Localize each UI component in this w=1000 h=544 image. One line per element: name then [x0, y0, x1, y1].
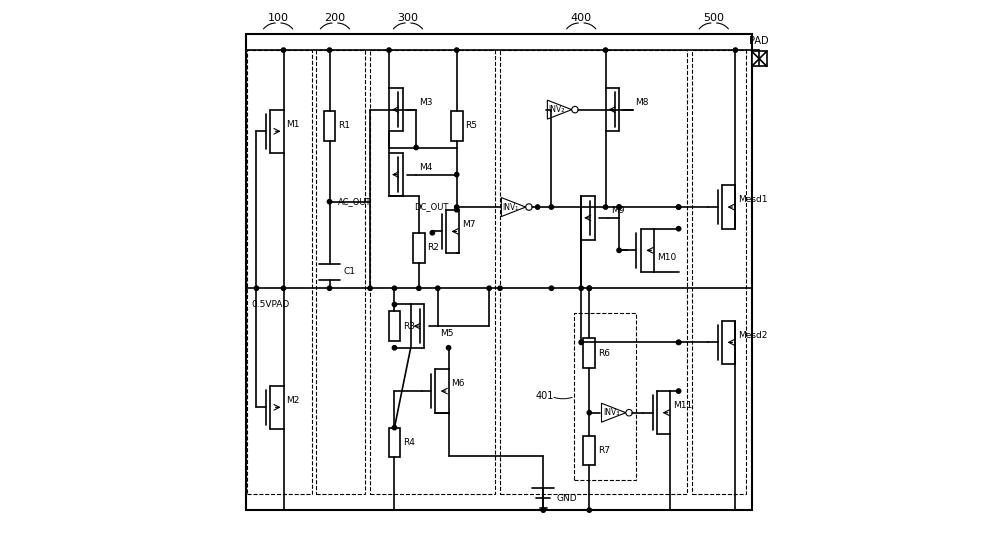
Text: M2: M2: [286, 395, 300, 405]
Text: Mesd2: Mesd2: [738, 331, 768, 339]
Circle shape: [392, 302, 397, 307]
Text: R5: R5: [465, 121, 477, 131]
Circle shape: [392, 286, 397, 290]
Text: DC_OUT: DC_OUT: [414, 202, 449, 212]
Text: 0.5VPAD: 0.5VPAD: [251, 300, 289, 309]
Circle shape: [587, 508, 591, 512]
Text: M6: M6: [451, 379, 465, 388]
Text: M11: M11: [673, 401, 692, 410]
Circle shape: [603, 205, 608, 209]
Circle shape: [387, 48, 391, 52]
Bar: [389, 311, 400, 341]
Circle shape: [549, 205, 554, 209]
Text: C1: C1: [343, 268, 355, 276]
Text: M7: M7: [462, 220, 476, 228]
Text: M8: M8: [635, 98, 649, 107]
Bar: [752, 51, 767, 66]
Circle shape: [487, 286, 491, 290]
Text: M1: M1: [286, 120, 300, 128]
Circle shape: [587, 286, 591, 290]
Text: PAD: PAD: [749, 36, 769, 46]
Circle shape: [436, 286, 440, 290]
Circle shape: [535, 205, 540, 209]
Text: R1: R1: [338, 121, 350, 131]
Text: M9: M9: [611, 206, 624, 215]
Circle shape: [733, 48, 738, 52]
Bar: [451, 111, 463, 141]
Circle shape: [281, 286, 286, 290]
Circle shape: [455, 48, 459, 52]
Text: R2: R2: [427, 243, 439, 252]
Circle shape: [446, 345, 451, 350]
Circle shape: [579, 340, 583, 344]
Text: INV₂: INV₂: [549, 105, 565, 114]
Bar: [413, 233, 425, 263]
Bar: [583, 436, 595, 466]
Text: 300: 300: [397, 13, 418, 23]
Text: M3: M3: [419, 98, 432, 107]
Circle shape: [541, 508, 545, 512]
Circle shape: [603, 48, 608, 52]
Circle shape: [254, 286, 259, 290]
Text: 100: 100: [268, 13, 289, 23]
Bar: [246, 34, 752, 510]
Circle shape: [392, 425, 397, 430]
Text: GND: GND: [557, 494, 577, 503]
Bar: [324, 111, 335, 141]
Circle shape: [455, 208, 459, 212]
Circle shape: [327, 286, 332, 290]
Circle shape: [549, 286, 554, 290]
Text: R7: R7: [598, 446, 610, 455]
Text: Mesd1: Mesd1: [738, 195, 768, 205]
Text: INV₁: INV₁: [503, 202, 519, 212]
Text: 200: 200: [324, 13, 345, 23]
Text: AC_OUT: AC_OUT: [338, 197, 371, 206]
Circle shape: [617, 205, 621, 209]
Circle shape: [414, 145, 418, 150]
Text: 500: 500: [703, 13, 724, 23]
Circle shape: [676, 205, 681, 209]
Circle shape: [676, 389, 681, 393]
Bar: [583, 338, 595, 368]
Circle shape: [617, 248, 621, 252]
Text: R6: R6: [598, 349, 610, 358]
Circle shape: [587, 411, 591, 415]
Circle shape: [417, 286, 421, 290]
Circle shape: [676, 205, 681, 209]
Circle shape: [498, 286, 502, 290]
Circle shape: [676, 340, 681, 344]
Circle shape: [368, 286, 372, 290]
Circle shape: [455, 172, 459, 177]
Text: R4: R4: [403, 438, 415, 447]
Circle shape: [676, 340, 681, 344]
Circle shape: [676, 226, 681, 231]
Text: 401: 401: [535, 392, 554, 401]
Text: 400: 400: [571, 13, 592, 23]
Circle shape: [327, 48, 332, 52]
Text: INV₃: INV₃: [603, 408, 619, 417]
Text: M5: M5: [440, 329, 454, 338]
Text: M10: M10: [657, 253, 676, 262]
Circle shape: [392, 345, 397, 350]
Bar: [389, 428, 400, 458]
Text: R3: R3: [403, 322, 415, 331]
Text: M4: M4: [419, 163, 432, 172]
Circle shape: [281, 48, 286, 52]
Circle shape: [579, 286, 583, 290]
Circle shape: [455, 205, 459, 209]
Circle shape: [617, 205, 621, 209]
Circle shape: [587, 286, 591, 290]
Circle shape: [430, 231, 435, 235]
Circle shape: [327, 200, 332, 204]
